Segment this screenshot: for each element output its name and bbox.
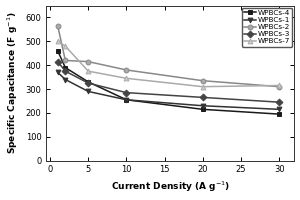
WPBCs-7 <box>124 77 128 80</box>
WPBCs-1 <box>278 108 281 111</box>
WPBCs-3 <box>201 96 205 99</box>
Line: WPBCs-7: WPBCs-7 <box>55 39 282 89</box>
WPBCs-2 <box>86 60 90 63</box>
WPBCs-4 <box>201 108 205 111</box>
Line: WPBCs-1: WPBCs-1 <box>55 70 282 112</box>
WPBCs-2 <box>64 59 67 62</box>
Line: WPBCs-4: WPBCs-4 <box>55 48 282 117</box>
WPBCs-1 <box>201 105 205 107</box>
WPBCs-4 <box>56 50 59 52</box>
Line: WPBCs-3: WPBCs-3 <box>55 59 282 105</box>
Y-axis label: Specific Capacitance (F g$^{-1}$): Specific Capacitance (F g$^{-1}$) <box>6 12 20 154</box>
WPBCs-1 <box>86 90 90 93</box>
WPBCs-4 <box>278 113 281 115</box>
WPBCs-2 <box>124 69 128 71</box>
WPBCs-4 <box>86 81 90 83</box>
WPBCs-1 <box>64 78 67 81</box>
WPBCs-3 <box>64 70 67 72</box>
Legend: WPBCs-4, WPBCs-1, WPBCs-2, WPBCs-3, WPBCs-7: WPBCs-4, WPBCs-1, WPBCs-2, WPBCs-3, WPBC… <box>242 8 292 47</box>
WPBCs-2 <box>201 80 205 82</box>
WPBCs-7 <box>86 70 90 72</box>
WPBCs-4 <box>124 99 128 101</box>
WPBCs-2 <box>56 25 59 27</box>
WPBCs-3 <box>278 101 281 103</box>
X-axis label: Current Density (A g$^{-1}$): Current Density (A g$^{-1}$) <box>111 180 230 194</box>
WPBCs-7 <box>201 85 205 88</box>
WPBCs-3 <box>86 82 90 84</box>
WPBCs-7 <box>56 40 59 43</box>
Line: WPBCs-2: WPBCs-2 <box>55 23 282 89</box>
WPBCs-7 <box>278 84 281 87</box>
WPBCs-3 <box>56 60 59 63</box>
WPBCs-4 <box>64 66 67 69</box>
WPBCs-3 <box>124 91 128 94</box>
WPBCs-2 <box>278 85 281 88</box>
WPBCs-1 <box>56 71 59 74</box>
WPBCs-1 <box>124 99 128 101</box>
WPBCs-7 <box>64 45 67 47</box>
